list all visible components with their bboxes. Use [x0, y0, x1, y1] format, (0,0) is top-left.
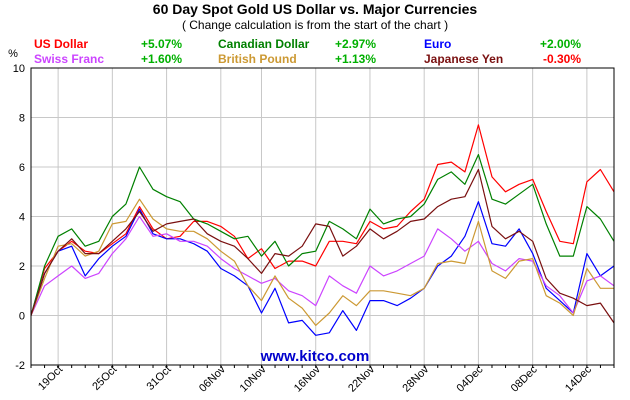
y-tick-label: 6 — [19, 162, 25, 174]
watermark: www.kitco.com — [260, 348, 370, 365]
grid-lines — [31, 67, 614, 366]
legend-series-change: +2.00% — [540, 37, 581, 51]
x-tick-label: 04Dec — [455, 363, 486, 394]
x-tick-label: 31Oct — [144, 364, 173, 393]
legend-series-name: Swiss Franc — [34, 52, 104, 66]
plot-frame — [30, 67, 615, 366]
x-tick-label: 25Oct — [90, 364, 119, 393]
legend-series-name: Euro — [424, 37, 451, 51]
y-tick-label: 0 — [19, 311, 25, 323]
legend-series-name: Canadian Dollar — [218, 37, 310, 51]
y-tick-label: 10 — [13, 63, 25, 75]
x-tick-label: 16Nov — [292, 363, 323, 394]
series-line-british-pound — [30, 198, 614, 326]
legend-series-name: US Dollar — [34, 37, 88, 51]
x-axis-ticks: 19Oct 25Oct 31Oct 06Nov 10Nov 16Nov 22Nov 28Nov… — [30, 363, 615, 395]
y-axis-ticks: 10 8 6 4 2 0 -2 — [13, 63, 25, 372]
x-tick-label: 28Nov — [400, 363, 431, 394]
chart-title: 60 Day Spot Gold US Dollar vs. Major Cur… — [153, 1, 478, 17]
x-tick-label: 19Oct — [36, 364, 65, 393]
x-tick-label: 14Dec — [563, 363, 594, 394]
x-tick-label: 08Dec — [509, 363, 540, 394]
y-tick-label: 8 — [19, 113, 25, 125]
legend-series-change: +1.13% — [335, 52, 376, 66]
chart-subtitle: ( Change calculation is from the start o… — [182, 18, 448, 32]
y-tick-label: 2 — [19, 261, 25, 273]
y-axis-unit-label: % — [8, 48, 18, 60]
legend-series-change: +5.07% — [141, 37, 182, 51]
legend-series-name: Japanese Yen — [424, 52, 503, 66]
series-lines — [30, 124, 615, 336]
legend: US Dollar +5.07% Canadian Dollar +2.97% Euro… — [34, 37, 581, 66]
series-line-swiss-franc — [30, 215, 615, 316]
series-line-us-dollar — [30, 124, 615, 316]
series-line-canadian-dollar — [30, 154, 615, 316]
x-tick-label: 22Nov — [346, 363, 377, 394]
series-line-japanese-yen — [30, 168, 615, 324]
x-tick-label: 10Nov — [238, 363, 269, 394]
legend-series-change: +2.97% — [335, 37, 376, 51]
legend-series-change: -0.30% — [543, 52, 581, 66]
series-line-euro — [30, 201, 615, 336]
x-tick-label: 06Nov — [197, 363, 228, 394]
y-tick-label: 4 — [19, 212, 25, 224]
legend-series-change: +1.60% — [141, 52, 182, 66]
y-tick-label: -2 — [15, 360, 25, 372]
legend-series-name: British Pound — [218, 52, 297, 66]
